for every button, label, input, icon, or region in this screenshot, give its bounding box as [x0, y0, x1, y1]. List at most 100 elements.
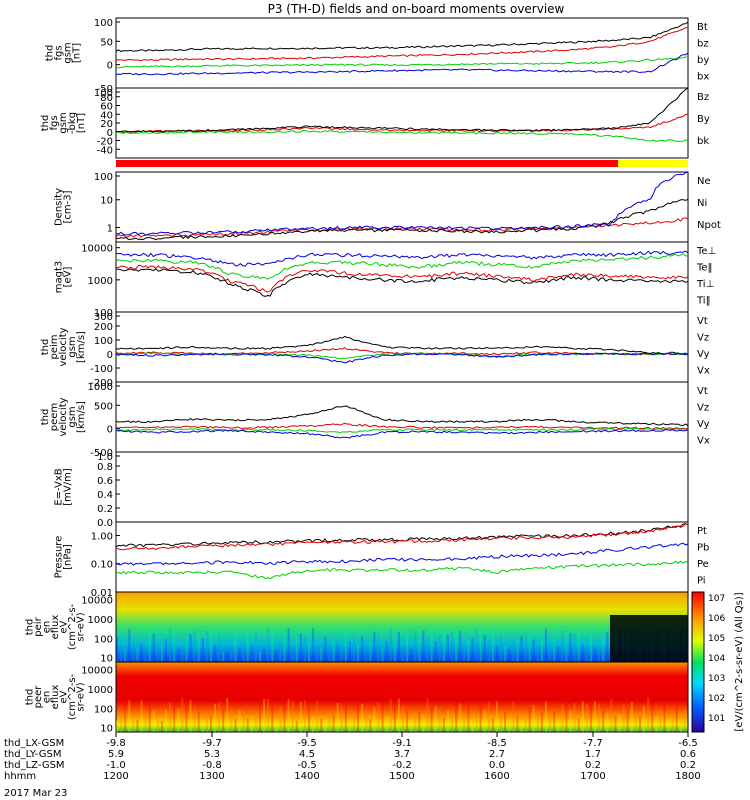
y-axis-label: [eV]: [63, 267, 74, 288]
x-tick-label: 4.5: [299, 749, 315, 760]
y-axis-label: [nT]: [72, 43, 83, 63]
y-axis-label: peir: [33, 616, 44, 636]
panel-efield: 1.00.8 0.6 0.4 0.2 0.0 E=-VxB[mV/m]: [54, 451, 689, 529]
series-line-3: [115, 253, 689, 280]
y-axis-label: fgs: [54, 45, 65, 60]
legend-entry: bx: [697, 72, 709, 83]
legend-entry: Bz: [697, 92, 709, 103]
y-axis-label: thd: [25, 619, 36, 636]
y-axis-label: gsm: [67, 336, 78, 357]
y-tick-label: 200: [94, 322, 113, 333]
y-axis-label: Density: [54, 188, 65, 226]
x-tick-label: -9.5: [297, 738, 317, 749]
y-axis-label: eV: [59, 620, 70, 633]
series-line-1: [116, 129, 689, 142]
legend-entry: Vx: [697, 366, 710, 377]
y-tick-label: 0.8: [97, 462, 113, 473]
series-line-3: [115, 352, 689, 364]
y-axis-label: thd: [40, 115, 51, 132]
panel-pressure: 1.00 0.10 0.01 Pressure[nPa] Pt Pb Pe Pi: [54, 521, 709, 599]
x-tick-label: 1.7: [585, 749, 601, 760]
y-tick-label: -50: [97, 84, 113, 95]
legend-entry: Te‖: [696, 263, 713, 274]
x-tick-label: 1800: [675, 771, 700, 782]
y-tick-label: 80: [100, 93, 113, 104]
ion-spectrogram: [115, 591, 689, 663]
y-axis-label: en: [42, 621, 53, 634]
series-line-0: [115, 523, 689, 548]
plot-title: P3 (TH-D) fields and on-board moments ov…: [268, 2, 565, 16]
panel-density: 100 10 1 Density[cm-3] Ne Ni Npot: [54, 171, 721, 243]
y-tick-label: 10000: [81, 596, 113, 607]
y-axis-label: gsm: [58, 112, 69, 133]
legend-entry: Pt: [697, 526, 707, 537]
y-axis-label: [km/s]: [76, 401, 87, 433]
legend-entry: Vy: [697, 349, 710, 360]
y-axis-label: sr-eV): [76, 612, 87, 641]
y-tick-label: 300: [94, 312, 113, 323]
y-tick-label: -20: [97, 137, 113, 148]
y-axis-label: E=-VxB: [54, 468, 65, 505]
y-tick-label: 50: [100, 37, 113, 48]
x-tick-label: 1600: [484, 771, 509, 782]
y-axis-label: gsm: [63, 42, 74, 63]
y-tick-label: 20: [100, 119, 113, 130]
colorbar-tick: 105: [708, 634, 725, 644]
y-axis-label: (cm^2-s-: [67, 673, 78, 720]
y-tick-label: 100: [94, 308, 113, 319]
series-line-0: [115, 405, 689, 427]
series-line-2: [115, 56, 689, 69]
y-axis-label: [km/s]: [76, 331, 87, 363]
series-line-1: [115, 198, 689, 241]
series-line-3: [115, 428, 689, 439]
legend-entry: Ti⊥: [696, 279, 714, 290]
x-tick-label: 0.2: [585, 760, 601, 771]
series-line-1: [115, 27, 688, 62]
y-tick-label: -500: [90, 448, 113, 459]
series-line-1: [115, 422, 689, 430]
series-line-0: [115, 21, 689, 52]
y-axis-label: sr-eV): [76, 682, 87, 711]
legend-entry: Vz: [697, 333, 709, 344]
x-tick-label: -7.7: [583, 738, 603, 749]
y-axis-label: fgs: [49, 115, 60, 130]
x-tick-label: 0.2: [680, 760, 696, 771]
y-axis-label: velocity: [58, 397, 69, 436]
y-tick-label: -100: [90, 364, 113, 375]
y-axis-label: -bkg: [67, 112, 78, 134]
panel-frame: [115, 521, 689, 593]
y-tick-label: 10: [100, 724, 113, 735]
date-label: 2017 Mar 23: [4, 788, 67, 799]
panel-temperature: 10000 1000 100 magt3[eV] Te⊥ Te‖ Ti⊥ Ti‖: [54, 241, 716, 319]
y-tick-label: -200: [90, 378, 113, 389]
y-tick-label: 500: [94, 401, 113, 412]
y-axis-label: thd: [40, 339, 51, 356]
series-line-2: [115, 171, 689, 236]
y-tick-label: 0: [107, 128, 113, 139]
x-tick-label: 1400: [294, 771, 319, 782]
y-tick-label: 1000: [88, 615, 113, 626]
panel-frame: [115, 451, 689, 523]
y-tick-label: 100: [94, 88, 113, 99]
y-tick-label: 1.00: [91, 531, 113, 542]
x-tick-label: 2.7: [489, 749, 505, 760]
y-tick-label: 40: [100, 110, 113, 121]
x-row-label: thd_LY-GSM: [4, 749, 61, 760]
electron-spectrogram: [115, 661, 689, 733]
legend-entry: Ti‖: [696, 296, 711, 307]
x-tick-label: 1700: [580, 771, 605, 782]
series-line-0: [115, 335, 689, 355]
x-tick-label: 1300: [199, 771, 224, 782]
legend-entry: Pb: [697, 543, 709, 554]
series-line-2: [115, 542, 689, 566]
x-tick-label: 5.3: [204, 749, 220, 760]
y-tick-label: 10000: [81, 666, 113, 677]
y-axis-label: [nT]: [76, 113, 87, 133]
y-tick-label: 60: [100, 102, 113, 113]
series-line-1: [115, 523, 689, 551]
legend-entry: By: [697, 114, 710, 125]
series-line-0: [115, 250, 689, 267]
series-line-2: [115, 264, 689, 293]
